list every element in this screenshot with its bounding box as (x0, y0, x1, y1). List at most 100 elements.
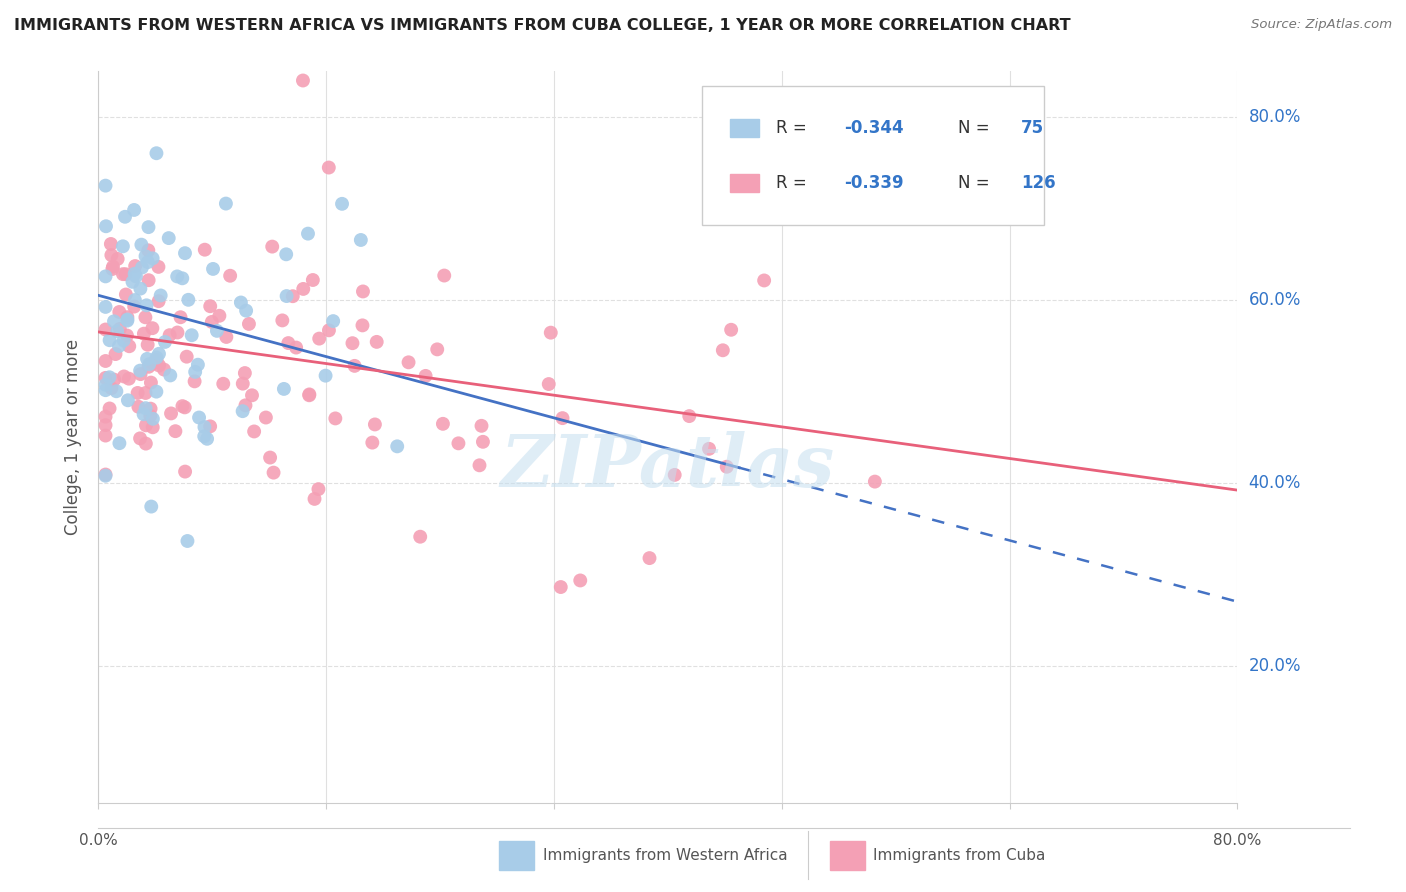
Point (148, 359, 170, 373)
Point (145, 351, 167, 365)
Point (193, 429, 215, 443)
Point (174, 465, 197, 479)
Point (94, 383, 117, 397)
Point (132, 407, 155, 421)
Point (468, 458, 491, 473)
Point (315, 368, 337, 383)
Point (108, 322, 131, 336)
Point (112, 334, 135, 348)
Point (139, 401, 162, 416)
Point (124, 293, 146, 307)
Point (138, 220, 160, 235)
Point (103, 314, 125, 328)
Point (111, 267, 134, 281)
Point (233, 366, 256, 380)
Point (697, 442, 720, 456)
Point (716, 459, 738, 474)
Point (145, 384, 167, 399)
Point (129, 363, 152, 377)
Text: 60.0%: 60.0% (1249, 291, 1301, 309)
Point (145, 146, 167, 161)
Point (117, 393, 139, 408)
Point (470, 418, 492, 433)
Point (229, 295, 252, 310)
Point (194, 243, 217, 257)
Point (202, 261, 225, 276)
Point (259, 450, 281, 465)
Point (232, 376, 254, 391)
Point (98, 333, 121, 347)
Point (471, 434, 494, 449)
Text: Source: ZipAtlas.com: Source: ZipAtlas.com (1251, 18, 1392, 31)
Point (145, 352, 167, 367)
Point (94, 371, 117, 385)
Point (219, 268, 242, 283)
Point (104, 347, 127, 361)
Point (98, 401, 121, 416)
Point (166, 326, 188, 340)
Point (122, 300, 145, 314)
Point (135, 401, 157, 416)
Point (166, 269, 188, 284)
Point (141, 321, 163, 335)
Point (138, 273, 160, 287)
Point (361, 435, 384, 450)
Point (183, 375, 205, 389)
Point (118, 339, 141, 353)
Point (281, 289, 304, 303)
Point (108, 436, 131, 450)
Point (138, 357, 160, 371)
Point (243, 425, 266, 439)
Point (94, 409, 117, 424)
Point (193, 420, 215, 434)
Point (153, 334, 176, 349)
Point (235, 303, 257, 318)
Point (127, 400, 149, 414)
Point (142, 420, 165, 434)
Point (298, 387, 321, 401)
Point (121, 275, 143, 289)
Text: 40.0%: 40.0% (1249, 474, 1301, 491)
Point (238, 317, 260, 331)
Point (136, 244, 159, 258)
Point (124, 259, 146, 273)
Point (142, 357, 165, 371)
Point (159, 328, 181, 343)
Point (173, 401, 195, 415)
Point (540, 326, 562, 340)
Point (142, 252, 165, 266)
Point (153, 362, 176, 376)
Point (273, 382, 295, 396)
Point (112, 369, 135, 384)
Point (432, 417, 454, 431)
Point (387, 439, 409, 453)
Point (550, 580, 572, 594)
Point (165, 424, 187, 438)
Point (208, 309, 231, 323)
Point (254, 410, 277, 425)
Point (115, 328, 138, 343)
Point (135, 436, 157, 450)
Text: Immigrants from Western Africa: Immigrants from Western Africa (543, 848, 787, 863)
Point (136, 351, 159, 366)
Point (129, 431, 152, 445)
Point (398, 355, 420, 369)
Text: -0.344: -0.344 (845, 120, 904, 137)
Text: N =: N = (959, 120, 995, 137)
Point (350, 233, 373, 247)
Point (292, 282, 315, 296)
Point (94, 468, 117, 483)
Text: -0.339: -0.339 (845, 174, 904, 192)
Point (103, 373, 125, 387)
Point (174, 246, 197, 260)
Point (195, 432, 218, 446)
Text: 80.0%: 80.0% (1249, 108, 1301, 126)
Point (115, 287, 138, 301)
Point (108, 339, 131, 353)
Point (176, 534, 198, 549)
Point (132, 326, 155, 341)
Text: 0.0%: 0.0% (79, 833, 118, 848)
Point (569, 574, 592, 588)
Point (271, 313, 294, 327)
Point (263, 466, 285, 480)
